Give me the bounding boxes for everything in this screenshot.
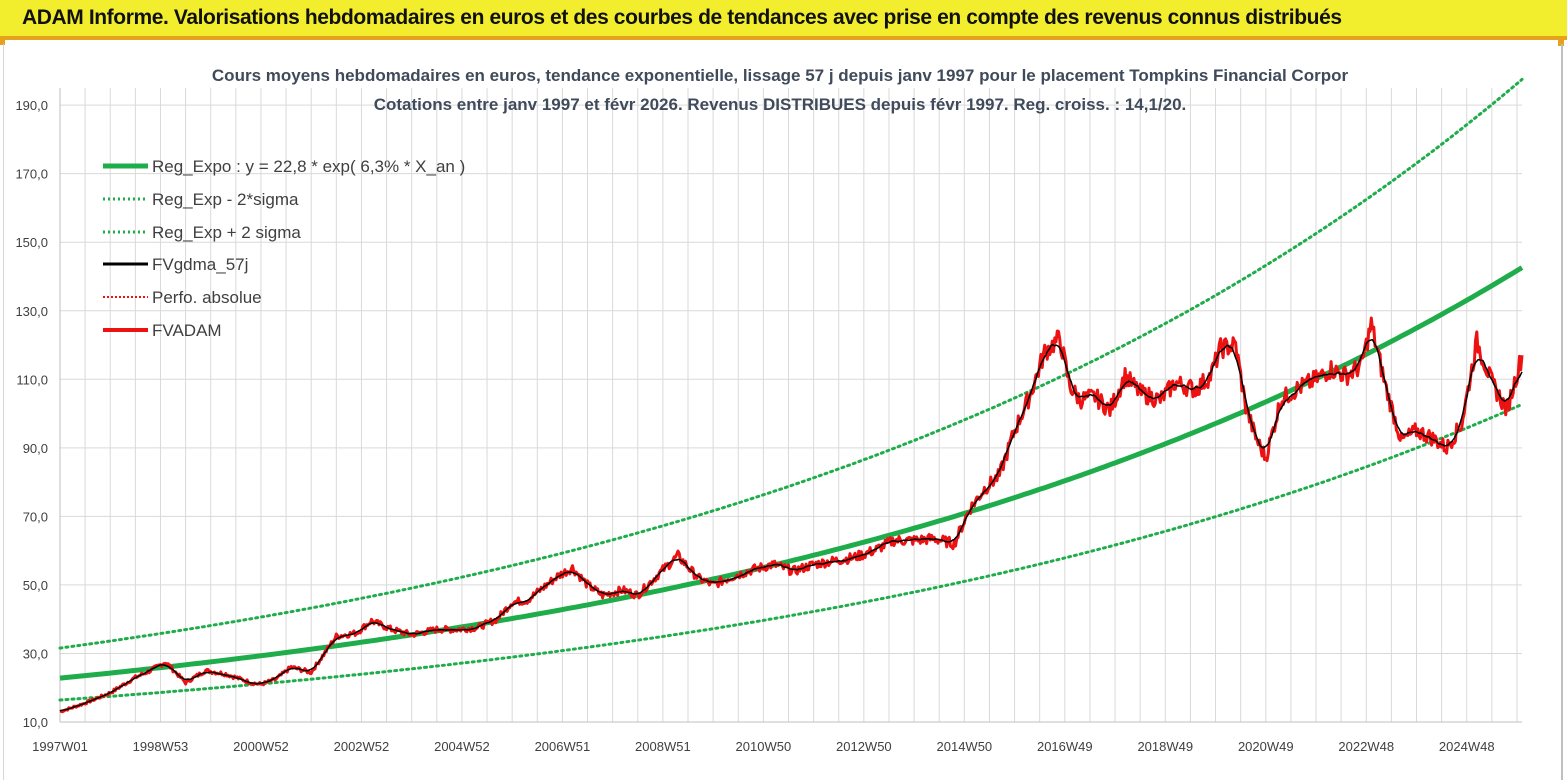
y-tick-label: 70,0 (23, 509, 48, 524)
legend-label-reg-exp-minus: Reg_Exp - 2*sigma (152, 190, 299, 209)
y-tick-label: 190,0 (15, 98, 48, 113)
series-fvgdma-57j (59, 339, 1523, 712)
y-tick-label: 30,0 (23, 646, 48, 661)
x-tick-label: 2000W52 (233, 739, 289, 754)
series-reg-exp-plus-2sigma (58, 77, 1524, 650)
x-tick-label: 2006W51 (535, 739, 591, 754)
x-tick-label: 2004W52 (434, 739, 490, 754)
chart-title-line-2: Cotations entre janv 1997 et févr 2026. … (374, 95, 1187, 114)
y-tick-label: 10,0 (23, 715, 48, 730)
chart-frame (3, 44, 1563, 780)
x-tick-label: 2014W50 (937, 739, 993, 754)
y-tick-label: 110,0 (16, 372, 48, 387)
legend-label-perfo: Perfo. absolue (152, 288, 262, 307)
y-tick-label: 130,0 (15, 304, 48, 319)
x-tick-label: 2022W48 (1338, 739, 1394, 754)
header-banner: ADAM Informe. Valorisations hebdomadaire… (0, 0, 1567, 40)
x-tick-label: 2020W49 (1238, 739, 1294, 754)
grid-lines (60, 88, 1522, 723)
series-reg-exp-minus-2sigma (58, 402, 1524, 702)
series-reg-expo (59, 265, 1524, 681)
corner-mark-right (1558, 40, 1564, 46)
chart-title-group: Cours moyens hebdomadaires en euros, ten… (212, 66, 1349, 114)
chart-title-line-1: Cours moyens hebdomadaires en euros, ten… (212, 66, 1349, 85)
legend-label-fvadam: FVADAM (152, 321, 222, 340)
axes: 10,0 30,0 50,0 70,0 90,0 110,0 130,0 150,0 170,0… (15, 88, 1522, 754)
x-tick-label: 2002W52 (334, 739, 390, 754)
x-tick-label: 2008W51 (635, 739, 691, 754)
x-tick-label: 2024W48 (1439, 739, 1495, 754)
x-tick-label: 2018W49 (1137, 739, 1193, 754)
y-tick-label: 150,0 (15, 235, 48, 250)
x-tick-label: 1998W53 (133, 739, 189, 754)
x-tick-label: 2010W50 (736, 739, 792, 754)
series-layer (58, 77, 1524, 714)
legend-label-reg-expo: Reg_Expo : y = 22,8 * exp( 6,3% * X_an ) (152, 157, 465, 176)
y-tick-label: 90,0 (23, 441, 48, 456)
y-tick-label: 50,0 (23, 578, 48, 593)
y-tick-label: 170,0 (15, 167, 48, 182)
x-tick-label: 2012W50 (836, 739, 892, 754)
corner-mark-left (0, 40, 5, 45)
x-tick-label: 1997W01 (32, 739, 88, 754)
legend-label-fvgdma: FVgdma_57j (152, 255, 248, 274)
legend: Reg_Expo : y = 22,8 * exp( 6,3% * X_an )… (103, 157, 465, 340)
legend-label-reg-exp-plus: Reg_Exp + 2 sigma (152, 223, 301, 242)
x-tick-label: 2016W49 (1037, 739, 1093, 754)
banner-title: ADAM Informe. Valorisations hebdomadaire… (22, 6, 1342, 29)
